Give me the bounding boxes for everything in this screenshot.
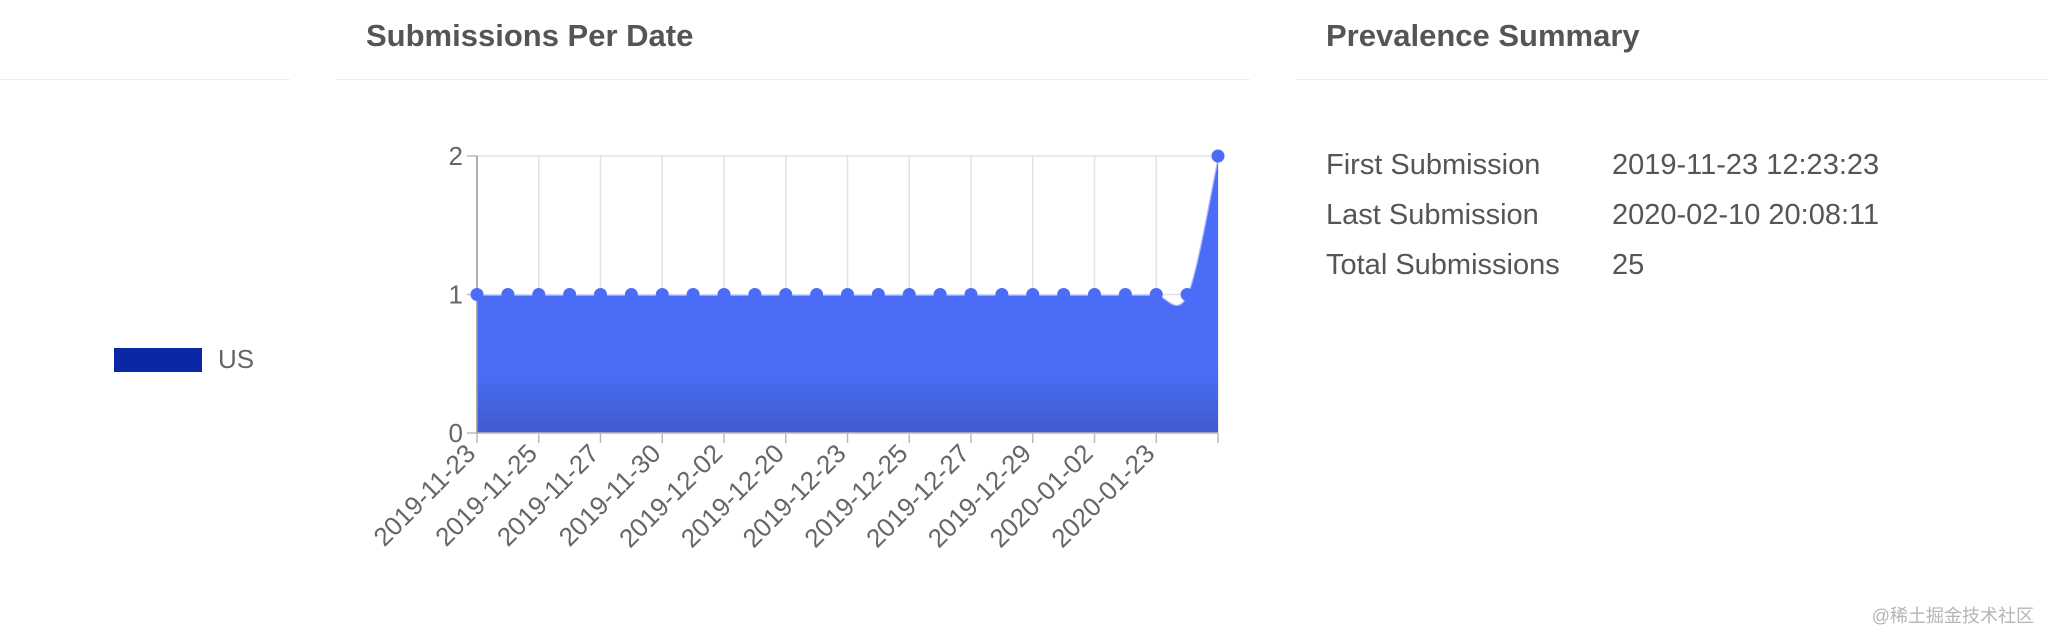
- y-tick-label: 0: [449, 418, 463, 448]
- chart-points: [470, 149, 1225, 301]
- summary-value: 2020-02-10 20:08:11: [1612, 198, 1880, 231]
- submissions-panel-title: Submissions Per Date: [366, 18, 694, 53]
- summary-value: 2019-11-23 12:23:23: [1612, 148, 1880, 181]
- legend-label: US: [218, 344, 255, 374]
- data-point: [1211, 149, 1225, 163]
- data-point: [810, 288, 824, 301]
- chart-legend[interactable]: US: [114, 344, 254, 375]
- data-point: [964, 288, 978, 301]
- summary-row-first-submission: First Submission 2019-11-23 12:23:23: [1326, 140, 1879, 190]
- summary-panel: Prevalence Summary First Submission 2019…: [1296, 0, 2048, 636]
- summary-row-total-submissions: Total Submissions 25: [1326, 240, 1879, 290]
- data-point: [1088, 288, 1101, 301]
- data-point: [655, 288, 669, 301]
- data-point: [686, 288, 700, 301]
- y-tick-label: 1: [449, 280, 463, 310]
- data-point: [1057, 288, 1071, 301]
- prevalence-summary-table: First Submission 2019-11-23 12:23:23 Las…: [1326, 140, 1879, 290]
- summary-key: Total Submissions: [1326, 248, 1560, 281]
- summary-row-last-submission: Last Submission 2020-02-10 20:08:11: [1326, 190, 1879, 240]
- submissions-panel: Submissions Per Date 0 1 2 2019-11-23 2019-1…: [336, 0, 1250, 636]
- data-point: [748, 288, 762, 301]
- data-point: [501, 288, 515, 301]
- data-point: [532, 288, 546, 301]
- data-point: [871, 288, 885, 301]
- data-point: [624, 288, 638, 301]
- data-point: [1026, 288, 1040, 301]
- legend-panel-header: [0, 0, 290, 80]
- summary-panel-title: Prevalence Summary: [1326, 18, 1640, 53]
- y-tick-label: 2: [449, 141, 463, 171]
- data-point: [1180, 288, 1194, 301]
- data-point: [1149, 288, 1163, 301]
- summary-key: Last Submission: [1326, 198, 1539, 231]
- data-point: [995, 288, 1009, 301]
- legend-panel: US: [0, 0, 290, 636]
- summary-key: First Submission: [1326, 148, 1541, 181]
- data-point: [594, 288, 607, 301]
- watermark: @稀土掘金技术社区: [1871, 606, 2034, 626]
- submissions-chart: 0122019-11-232019-11-252019-11-272019-11…: [367, 141, 1225, 553]
- summary-panel-header: Prevalence Summary: [1296, 0, 2048, 80]
- submissions-panel-header: Submissions Per Date: [336, 0, 1250, 80]
- data-point: [563, 288, 577, 301]
- data-point: [1118, 288, 1132, 301]
- summary-value: 25: [1612, 248, 1645, 281]
- legend-swatch: [114, 347, 202, 372]
- data-point: [902, 288, 916, 301]
- data-point: [470, 288, 484, 301]
- data-point: [717, 288, 731, 301]
- data-point: [779, 288, 793, 301]
- data-point: [841, 288, 854, 301]
- data-point: [933, 288, 947, 301]
